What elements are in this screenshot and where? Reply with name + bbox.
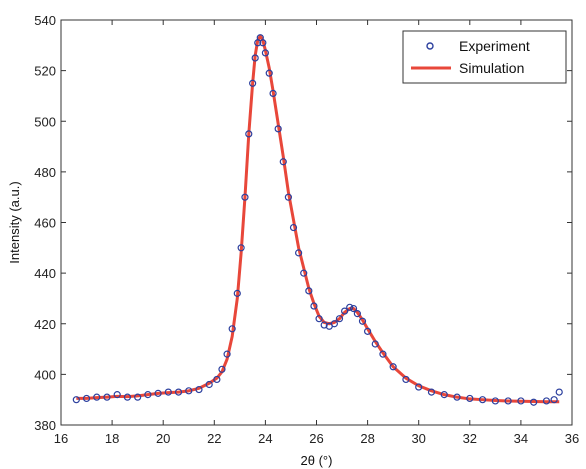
- series-layer: [72, 34, 563, 406]
- y-tick-label: 440: [34, 266, 56, 281]
- data-point-experiment: [113, 391, 121, 399]
- data-point-experiment: [72, 396, 80, 404]
- data-point-experiment: [305, 287, 313, 295]
- data-point-experiment: [164, 388, 172, 396]
- data-point-experiment: [335, 315, 344, 323]
- data-point-experiment: [379, 350, 387, 358]
- data-point-experiment: [478, 396, 487, 404]
- y-tick-label: 400: [34, 367, 56, 382]
- legend-label: Experiment: [459, 38, 530, 54]
- data-point-experiment: [555, 388, 563, 396]
- data-point-experiment: [550, 396, 558, 404]
- x-tick-label: 16: [54, 431, 68, 446]
- x-tick-label: 20: [156, 431, 170, 446]
- y-tick-label: 480: [34, 165, 56, 180]
- data-point-experiment: [223, 350, 231, 358]
- data-point-experiment: [530, 398, 538, 406]
- data-point-experiment: [491, 397, 499, 405]
- data-point-experiment: [517, 397, 525, 405]
- data-point-experiment: [245, 130, 253, 138]
- data-point-experiment: [82, 394, 91, 403]
- data-point-experiment: [93, 393, 101, 401]
- y-tick-label: 500: [34, 114, 56, 129]
- data-point-experiment: [218, 365, 226, 373]
- data-point-experiment: [284, 193, 292, 201]
- data-point-experiment: [341, 307, 349, 315]
- data-point-experiment: [279, 158, 287, 166]
- data-point-experiment: [205, 380, 213, 389]
- x-tick-label: 36: [565, 431, 579, 446]
- data-point-experiment: [504, 397, 512, 405]
- data-point-experiment: [466, 394, 474, 403]
- plot-frame: [60, 19, 573, 426]
- data-point-experiment: [358, 317, 367, 325]
- data-point-experiment: [233, 289, 241, 297]
- data-point-experiment: [402, 375, 410, 384]
- data-point-experiment: [371, 340, 379, 348]
- y-axis-label: Intensity (a.u.): [7, 181, 22, 263]
- data-point-experiment: [346, 303, 354, 311]
- x-tick-label: 32: [463, 431, 477, 446]
- legend-marker-experiment: [426, 42, 434, 50]
- data-point-experiment: [330, 320, 338, 328]
- x-axis-label: 2θ (°): [301, 453, 333, 468]
- data-point-experiment: [310, 302, 318, 310]
- data-point-experiment: [315, 315, 323, 323]
- x-tick-label: 30: [411, 431, 425, 446]
- data-point-experiment: [320, 321, 328, 329]
- x-tick-label: 18: [105, 431, 119, 446]
- data-point-experiment: [389, 363, 397, 371]
- data-point-experiment: [274, 125, 282, 133]
- x-tick-label: 24: [258, 431, 272, 446]
- data-point-experiment: [213, 375, 221, 384]
- data-point-experiment: [415, 383, 423, 391]
- data-point-experiment: [249, 79, 257, 87]
- data-point-experiment: [241, 193, 249, 201]
- legend-box: [402, 30, 567, 84]
- data-point-experiment: [259, 39, 267, 47]
- y-tick-label: 520: [34, 64, 56, 79]
- data-point-experiment: [300, 269, 308, 277]
- data-point-experiment: [542, 397, 551, 405]
- data-point-experiment: [261, 49, 269, 57]
- data-point-experiment: [427, 388, 436, 396]
- data-point-experiment: [440, 391, 448, 399]
- data-point-experiment: [103, 393, 111, 401]
- data-point-experiment: [237, 244, 245, 252]
- data-point-experiment: [228, 325, 236, 333]
- data-point-experiment: [185, 387, 193, 395]
- data-point-experiment: [251, 54, 259, 62]
- series-line-simulation: [76, 34, 560, 404]
- legend-label: Simulation: [459, 60, 524, 76]
- y-tick-label: 380: [34, 418, 56, 433]
- data-point-experiment: [174, 388, 183, 396]
- data-point-experiment: [289, 223, 298, 232]
- x-tick-label: 22: [207, 431, 221, 446]
- x-tick-label: 34: [514, 431, 528, 446]
- data-point-experiment: [195, 385, 203, 394]
- y-tick-label: 460: [34, 216, 56, 231]
- data-point-experiment: [154, 389, 162, 397]
- data-point-experiment: [295, 249, 303, 257]
- data-point-experiment: [269, 89, 277, 98]
- data-point-experiment: [364, 327, 372, 335]
- data-point-experiment: [353, 310, 361, 318]
- data-point-experiment: [123, 393, 132, 401]
- data-point-experiment: [134, 393, 142, 401]
- data-point-experiment: [265, 69, 273, 77]
- data-point-experiment: [453, 393, 461, 401]
- x-tick-label: 28: [360, 431, 374, 446]
- data-point-experiment: [144, 391, 152, 399]
- x-tick-label: 26: [309, 431, 323, 446]
- data-point-experiment: [349, 304, 358, 313]
- legend: Experiment Simulation: [402, 30, 567, 84]
- y-tick-label: 420: [34, 317, 56, 332]
- y-tick-label: 540: [34, 13, 56, 28]
- x-axis-ticks: 16 18 20 22 24 26 28 30 32 34 36: [54, 20, 579, 446]
